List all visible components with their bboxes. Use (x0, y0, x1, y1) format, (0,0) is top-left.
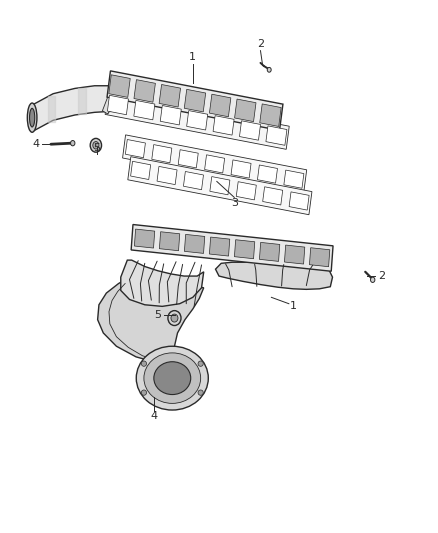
Polygon shape (157, 166, 177, 184)
Polygon shape (213, 116, 234, 135)
Polygon shape (266, 126, 287, 146)
Polygon shape (310, 248, 330, 266)
Text: 5: 5 (154, 310, 161, 320)
Polygon shape (134, 229, 155, 248)
Polygon shape (121, 260, 204, 306)
Polygon shape (205, 155, 225, 173)
Ellipse shape (198, 361, 203, 366)
Polygon shape (231, 160, 251, 178)
Polygon shape (235, 99, 256, 122)
Polygon shape (125, 140, 145, 158)
Ellipse shape (170, 389, 174, 394)
Ellipse shape (198, 390, 203, 395)
Text: 4: 4 (33, 139, 40, 149)
Text: 4: 4 (151, 411, 158, 422)
Ellipse shape (154, 362, 191, 394)
Text: 5: 5 (93, 143, 100, 154)
Polygon shape (107, 71, 283, 131)
Polygon shape (131, 224, 333, 271)
Polygon shape (209, 94, 231, 117)
Polygon shape (260, 104, 281, 126)
Polygon shape (159, 232, 180, 251)
Polygon shape (131, 161, 151, 180)
Polygon shape (159, 85, 180, 107)
Polygon shape (134, 79, 155, 102)
Polygon shape (210, 176, 230, 195)
Ellipse shape (371, 277, 375, 282)
Polygon shape (258, 165, 277, 183)
Text: 2: 2 (378, 271, 385, 281)
Polygon shape (178, 150, 198, 168)
Ellipse shape (90, 139, 102, 152)
Polygon shape (184, 235, 205, 253)
Polygon shape (109, 75, 130, 98)
Polygon shape (123, 135, 307, 193)
Polygon shape (147, 356, 201, 373)
Ellipse shape (71, 141, 75, 146)
Ellipse shape (171, 314, 178, 322)
Ellipse shape (136, 346, 208, 410)
Polygon shape (289, 192, 309, 210)
Polygon shape (107, 95, 128, 115)
Polygon shape (240, 121, 261, 140)
Ellipse shape (29, 108, 35, 127)
Polygon shape (134, 100, 155, 120)
Polygon shape (234, 240, 255, 259)
Polygon shape (105, 91, 289, 149)
Polygon shape (152, 144, 172, 163)
Ellipse shape (144, 353, 201, 403)
Polygon shape (236, 182, 256, 200)
Ellipse shape (141, 361, 147, 366)
Text: 1: 1 (189, 52, 196, 61)
Polygon shape (259, 243, 280, 261)
Polygon shape (187, 111, 208, 130)
Polygon shape (215, 259, 332, 289)
Polygon shape (184, 172, 204, 190)
Text: 2: 2 (257, 39, 264, 49)
Ellipse shape (267, 67, 271, 72)
Polygon shape (263, 187, 283, 205)
Ellipse shape (168, 311, 181, 326)
Polygon shape (284, 170, 304, 188)
Text: 3: 3 (231, 198, 238, 208)
Polygon shape (98, 277, 204, 364)
Ellipse shape (141, 390, 147, 395)
Ellipse shape (93, 142, 99, 149)
Polygon shape (128, 157, 312, 215)
Polygon shape (209, 237, 230, 256)
Polygon shape (160, 106, 181, 125)
Polygon shape (184, 90, 206, 112)
Text: 1: 1 (290, 301, 297, 311)
Ellipse shape (27, 103, 37, 132)
Polygon shape (33, 86, 125, 131)
Polygon shape (102, 86, 125, 114)
Polygon shape (284, 245, 305, 264)
